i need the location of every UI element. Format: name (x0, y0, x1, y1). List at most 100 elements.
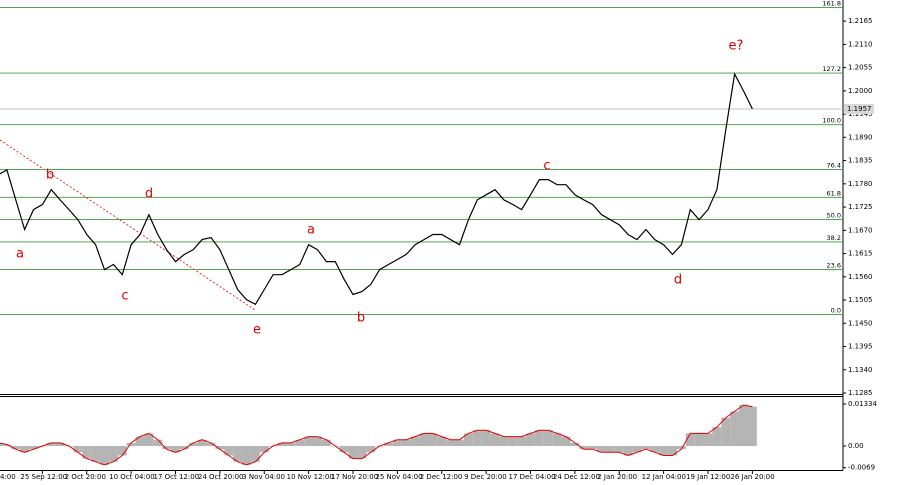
histogram-bar (446, 439, 456, 447)
histogram-bar (348, 446, 358, 459)
x-tick-label: 25 Sep 12:00 (20, 473, 67, 481)
histogram-bar (357, 446, 367, 459)
y-tick-label: 1.2165 (848, 17, 873, 25)
histogram-bar (250, 446, 260, 462)
wave-label: d (145, 187, 153, 202)
histogram-bar (428, 433, 438, 447)
histogram-bar (552, 433, 562, 447)
histogram-bar (206, 442, 216, 447)
histogram-bar (384, 442, 393, 447)
histogram-bar (561, 436, 571, 447)
fib-label: 76.4 (827, 161, 841, 169)
y-tick-label: -0.0069 (848, 464, 875, 472)
x-tick-label: 26 Jan 20:00 (730, 473, 774, 481)
wave-label: c (543, 159, 550, 174)
histogram-bar (392, 439, 402, 447)
y-tick-label: 1.1285 (848, 389, 873, 397)
histogram-bar (339, 446, 349, 453)
histogram-bar (20, 446, 30, 453)
histogram-bar (410, 436, 420, 447)
x-tick-label: 2 Oct 20:00 (65, 473, 106, 481)
y-tick-label: 1.1615 (848, 250, 873, 258)
histogram-bar (685, 433, 695, 447)
trend-line (0, 139, 256, 311)
x-tick-label: 4:00 (0, 473, 16, 481)
y-tick-label: 1.1725 (848, 203, 873, 211)
x-tick-label: 24 Dec 12:00 (553, 473, 600, 481)
histogram-bar (11, 446, 21, 450)
histogram-bar (295, 439, 305, 447)
histogram-bar (463, 433, 473, 447)
histogram-bar (188, 442, 198, 447)
histogram-bar (730, 411, 740, 447)
histogram-bar (747, 406, 757, 447)
histogram-bar (712, 427, 722, 447)
histogram-bar (233, 446, 243, 462)
x-tick-label: 10 Oct 04:00 (109, 473, 155, 481)
histogram-bar (242, 446, 251, 465)
wave-label: e? (729, 39, 744, 54)
histogram-bar (437, 436, 447, 447)
fib-label: 50.0 (827, 212, 841, 220)
histogram-bar (650, 446, 660, 453)
wave-label: a (16, 247, 24, 262)
current-price-label: 1.1957 (847, 105, 872, 113)
wave-label: c (121, 289, 128, 304)
histogram-bar (313, 436, 322, 447)
histogram-bar (570, 442, 580, 447)
fib-label: 61.8 (827, 189, 841, 197)
histogram-bar (401, 439, 411, 447)
fib-label: 38.2 (827, 234, 841, 242)
x-tick-label: 10 Nov 12:00 (287, 473, 334, 481)
histogram-bar (144, 433, 154, 447)
histogram-bar (543, 430, 553, 447)
histogram-bar (508, 436, 518, 447)
histogram-bar (668, 446, 677, 456)
x-tick-label: 25 Nov 04:00 (375, 473, 422, 481)
x-tick-label: 24 Oct 20:00 (198, 473, 244, 481)
histogram-bar (419, 433, 429, 447)
current-price-box (844, 104, 874, 115)
histogram-bar (215, 446, 225, 450)
y-tick-label: 1.1395 (848, 343, 873, 351)
histogram-bar (82, 446, 92, 459)
wave-label: b (46, 168, 54, 183)
histogram-bar (499, 436, 509, 447)
histogram-bar (179, 446, 189, 450)
histogram-bar (472, 430, 482, 447)
histogram-bar (605, 446, 615, 453)
histogram-bar (366, 446, 376, 453)
histogram-bar (490, 433, 500, 447)
histogram-bar (259, 446, 269, 453)
histogram-bar (579, 446, 589, 450)
histogram-bar (100, 446, 109, 465)
y-tick-label: 1.2055 (848, 64, 873, 72)
histogram-bar (55, 442, 65, 447)
histogram-bar (171, 446, 180, 453)
histogram-bar (153, 439, 163, 447)
y-tick-label: 1.1945 (848, 110, 873, 118)
fib-label: 161.8 (822, 0, 841, 8)
fib-label: 127.2 (822, 65, 841, 73)
histogram-bar (517, 436, 527, 447)
histogram-bar (286, 442, 296, 447)
histogram-bar (162, 446, 172, 450)
x-tick-label: 9 Dec 20:00 (464, 473, 507, 481)
histogram-bar (623, 446, 633, 456)
histogram-bar (135, 436, 145, 447)
histogram-bar (455, 439, 464, 447)
histogram-bar (694, 433, 704, 447)
histogram-bar (597, 446, 606, 453)
histogram-bar (197, 439, 207, 447)
histogram-bar (739, 405, 748, 447)
x-tick-label: 17 Nov 20:00 (331, 473, 378, 481)
x-tick-label: 12 Jan 04:00 (642, 473, 686, 481)
histogram-bar (321, 439, 331, 447)
histogram-bar (534, 430, 544, 447)
histogram-bar (73, 446, 83, 453)
x-tick-label: 3 Nov 04:00 (242, 473, 285, 481)
y-tick-label: 1.1780 (848, 180, 873, 188)
fib-label: 0.0 (831, 306, 841, 314)
